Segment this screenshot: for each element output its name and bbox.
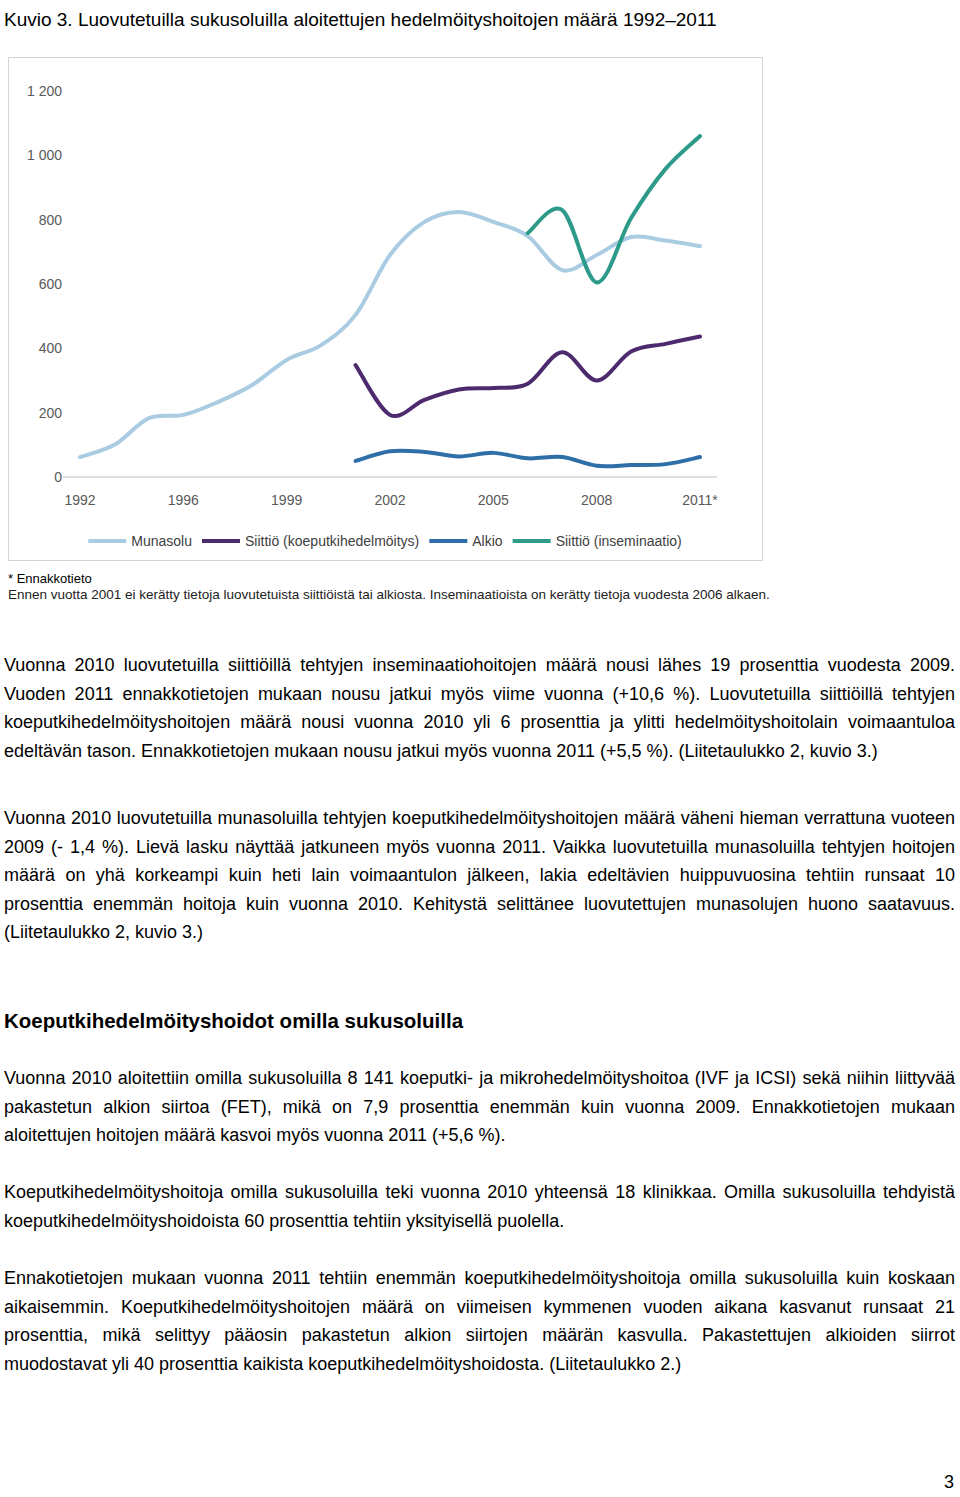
legend-label: Munasolu — [131, 533, 192, 549]
legend-swatch — [88, 539, 126, 543]
x-tick-label: 1999 — [271, 492, 302, 508]
paragraph: Ennakotietojen mukaan vuonna 2011 tehtii… — [4, 1264, 955, 1378]
x-tick-label: 1996 — [168, 492, 199, 508]
legend-label: Alkio — [472, 533, 503, 549]
legend-swatch — [202, 539, 240, 543]
footnote: * Ennakkotieto — [8, 571, 92, 586]
page: { "figure_title": "Kuvio 3. Luovutetuill… — [0, 0, 960, 1497]
y-tick — [63, 155, 66, 156]
legend-swatch — [513, 539, 551, 543]
legend: Munasolu Siittiö (koeputkihedelmöitys) Alk… — [88, 533, 681, 549]
legend-label: Siittiö (inseminaatio) — [556, 533, 682, 549]
y-tick — [63, 348, 66, 349]
y-tick-label: 1 000 — [27, 147, 62, 163]
y-tick-label: 1 200 — [27, 83, 62, 99]
y-tick — [63, 284, 66, 285]
y-tick-label: 600 — [39, 276, 63, 292]
y-tick-label: 200 — [39, 405, 63, 421]
x-tick-label: 2011* — [682, 492, 718, 508]
legend-label: Siittiö (koeputkihedelmöitys) — [245, 533, 419, 549]
section-heading: Koeputkihedelmöityshoidot omilla sukusol… — [4, 1007, 463, 1035]
y-tick-label: 0 — [54, 469, 62, 485]
y-tick — [63, 412, 66, 413]
series-line — [528, 136, 700, 282]
paragraph: Vuonna 2010 aloitettiin omilla sukusolui… — [4, 1064, 955, 1150]
series-line — [356, 336, 700, 416]
x-tick-label: 2002 — [374, 492, 405, 508]
plot-area — [80, 136, 700, 466]
paragraph: Koeputkihedelmöityshoitoja omilla sukuso… — [4, 1178, 955, 1235]
y-tick-label: 400 — [39, 340, 63, 356]
x-tick-label: 2008 — [581, 492, 612, 508]
series-line — [356, 451, 700, 467]
y-tick — [63, 91, 66, 92]
x-axis — [63, 477, 717, 478]
figure: Kuvio 3. Luovutetuilla sukusoluilla aloi… — [0, 0, 960, 620]
chart-frame — [9, 58, 763, 561]
paragraph: Vuonna 2010 luovutetuilla siittiöillä te… — [4, 651, 955, 765]
y-tick — [63, 219, 66, 220]
y-tick-label: 800 — [39, 212, 63, 228]
series-line — [80, 212, 700, 457]
note: Ennen vuotta 2001 ei kerätty tietoja luo… — [8, 587, 770, 602]
page-number: 3 — [944, 1472, 954, 1493]
x-tick-label: 1992 — [64, 492, 95, 508]
x-tick-label: 2005 — [478, 492, 509, 508]
figure-title: Kuvio 3. Luovutetuilla sukusoluilla aloi… — [4, 9, 717, 30]
paragraph: Vuonna 2010 luovutetuilla munasoluilla t… — [4, 804, 955, 947]
legend-swatch — [429, 539, 467, 543]
